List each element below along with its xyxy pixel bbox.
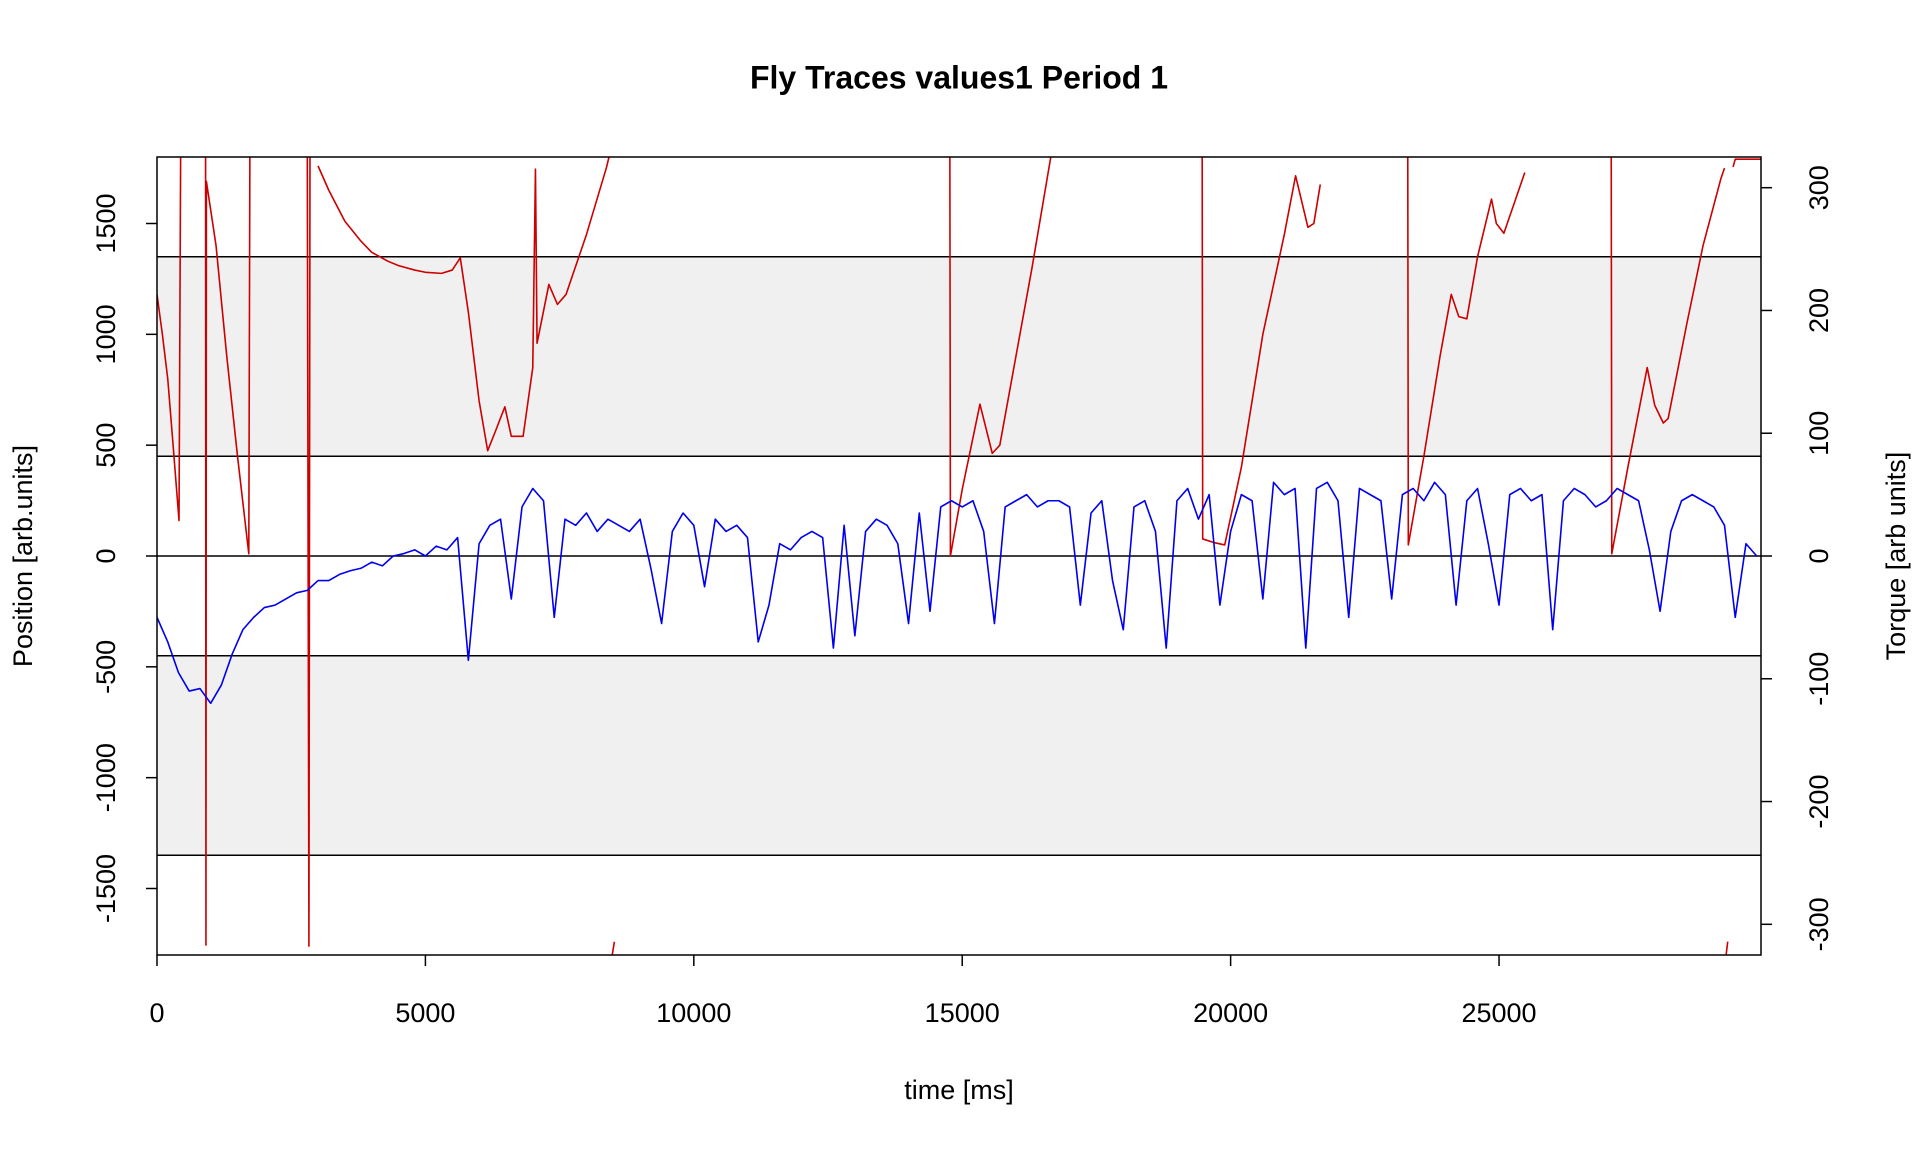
axes: Fly Traces values1 Period 1 time [ms] Po… (8, 59, 1911, 1105)
band (157, 655, 1761, 856)
y-tick-label: 1000 (91, 304, 121, 364)
x-axis-label: time [ms] (904, 1075, 1014, 1105)
y2-tick-label: 100 (1804, 411, 1834, 456)
y-tick-label: -500 (91, 640, 121, 694)
x-tick-label: 15000 (925, 998, 1000, 1028)
y-tick-label: 500 (91, 423, 121, 468)
y2-tick-label: 200 (1804, 288, 1834, 333)
y-axis-label: Position [arb.units] (8, 445, 38, 667)
y2-tick-label: -300 (1804, 897, 1834, 951)
x-tick-label: 20000 (1193, 998, 1268, 1028)
band (157, 256, 1761, 457)
y-tick-label: 0 (91, 548, 121, 563)
x-tick-label: 0 (149, 998, 164, 1028)
y2-tick-label: -100 (1804, 652, 1834, 706)
x-tick-label: 25000 (1461, 998, 1536, 1028)
y2-tick-label: 300 (1804, 165, 1834, 210)
x-tick-label: 5000 (395, 998, 455, 1028)
series-line (157, 157, 1761, 955)
y2-tick-label: -200 (1804, 775, 1834, 829)
y-tick-label: -1000 (91, 743, 121, 812)
y-tick-label: -1500 (91, 854, 121, 923)
chart-title: Fly Traces values1 Period 1 (750, 59, 1168, 95)
plot-background (157, 256, 1761, 856)
x-tick-label: 10000 (656, 998, 731, 1028)
plot-lines (157, 157, 1761, 955)
series-line (157, 481, 1758, 705)
y2-axis-label: Torque [arb units] (1881, 452, 1911, 661)
y-tick-label: 1500 (91, 193, 121, 253)
y2-tick-label: 0 (1804, 548, 1834, 563)
